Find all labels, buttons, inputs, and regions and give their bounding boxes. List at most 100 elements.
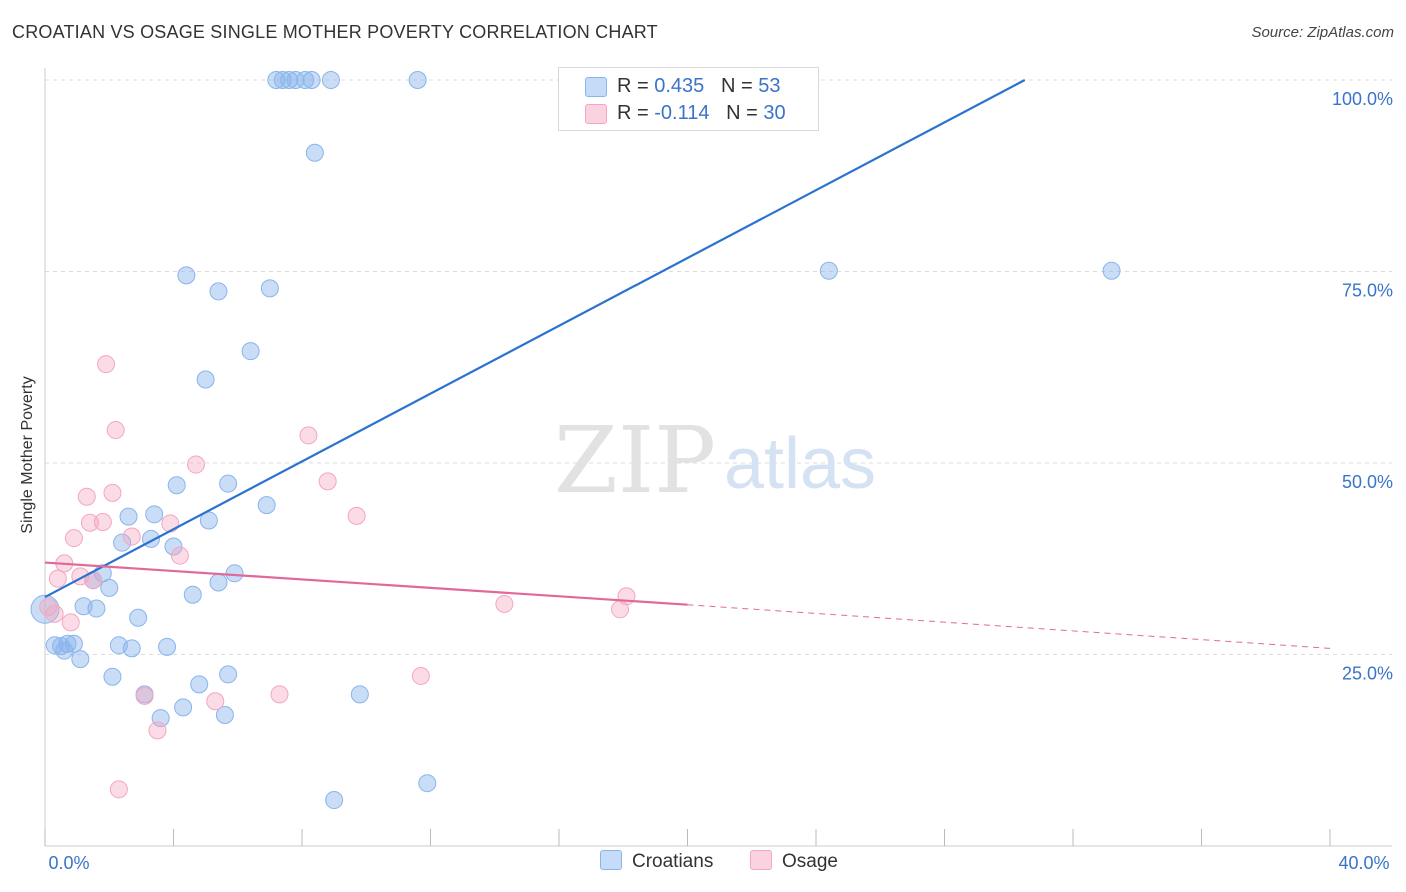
croatians-swatch	[585, 77, 607, 97]
croatians-point	[209, 573, 228, 592]
croatians-point	[183, 585, 202, 604]
croatians-point	[280, 71, 299, 89]
osage-point	[206, 692, 225, 711]
croatians-point	[64, 634, 83, 653]
croatians-point	[260, 279, 279, 298]
croatians-point	[119, 507, 138, 526]
croatians-point	[257, 496, 276, 515]
r-label: R =	[617, 102, 649, 124]
osage-point	[411, 666, 430, 685]
croatians-point	[45, 636, 64, 655]
croatians-point	[158, 637, 177, 656]
osage-point	[61, 613, 80, 632]
x-tick-label: 40.0%	[1338, 853, 1389, 873]
croatians-n-value: 53	[758, 75, 781, 97]
croatians-point	[286, 71, 305, 89]
osage-point	[103, 483, 122, 502]
y-tick-label: 75.0%	[1342, 281, 1393, 301]
croatians-legend-label: Croatians	[632, 851, 714, 872]
osage-point	[122, 527, 141, 546]
croatians-point	[122, 639, 141, 658]
r-label: R =	[617, 75, 649, 97]
croatians-legend-swatch	[600, 850, 622, 870]
n-label: N =	[720, 75, 753, 97]
croatians-point	[819, 261, 838, 280]
osage-swatch	[585, 104, 607, 124]
osage-point	[270, 685, 289, 704]
osage-point	[135, 686, 154, 705]
osage-legend-label: Osage	[782, 851, 838, 872]
osage-point	[93, 512, 112, 531]
croatians-point	[167, 476, 186, 495]
legend-item-osage: Osage	[750, 850, 838, 873]
croatians-point	[100, 578, 119, 597]
croatians-point	[215, 706, 234, 725]
croatians-point	[241, 342, 260, 361]
osage-point	[617, 587, 636, 606]
croatians-point	[145, 505, 164, 524]
osage-point	[318, 472, 337, 491]
osage-point	[64, 529, 83, 548]
croatians-point	[225, 564, 244, 583]
croatians-point	[87, 599, 106, 618]
osage-point	[186, 455, 205, 474]
croatians-trend-line	[44, 79, 1026, 599]
stats-legend: R = 0.435 N = 53 R = -0.114 N = 30	[558, 67, 819, 131]
osage-point	[148, 721, 167, 740]
osage-legend-swatch	[750, 850, 772, 870]
croatians-r-value: 0.435	[654, 75, 705, 97]
croatians-point	[177, 266, 196, 285]
croatians-point	[273, 71, 292, 89]
croatians-point	[164, 537, 183, 556]
croatians-point	[418, 774, 437, 793]
osage-trend-line	[44, 561, 688, 606]
osage-n-value: 30	[763, 102, 786, 124]
croatians-point	[103, 667, 122, 686]
osage-point	[106, 421, 125, 440]
watermark-zip: ZIP	[554, 407, 716, 514]
osage-point	[495, 594, 514, 613]
croatians-point	[219, 474, 238, 493]
croatians-point	[296, 71, 315, 89]
croatians-point	[1102, 261, 1121, 280]
n-label: N =	[726, 102, 758, 124]
trend-layer	[44, 79, 1331, 649]
series-osage	[39, 355, 636, 799]
osage-point	[347, 506, 366, 525]
croatians-point	[209, 282, 228, 301]
croatians-point	[199, 511, 218, 530]
chart-title: CROATIAN VS OSAGE SINGLE MOTHER POVERTY …	[12, 22, 658, 42]
croatians-point	[55, 641, 74, 660]
croatians-point	[267, 71, 286, 89]
croatians-point	[30, 594, 60, 624]
croatians-point	[321, 71, 340, 89]
osage-point	[80, 513, 99, 532]
croatians-point	[350, 685, 369, 704]
croatians-point	[219, 665, 238, 684]
axes-layer	[44, 68, 1392, 847]
grid-layer	[45, 79, 1392, 655]
y-tick-label: 25.0%	[1342, 664, 1393, 684]
watermark-atlas: atlas	[724, 424, 876, 504]
osage-point	[45, 604, 64, 623]
osage-point	[77, 487, 96, 506]
croatians-point	[129, 608, 148, 627]
osage-point	[109, 780, 128, 799]
osage-point	[161, 514, 180, 533]
source-label: Source: ZipAtlas.com	[1251, 24, 1394, 41]
osage-trend-extension	[687, 604, 1331, 649]
croatians-point	[71, 650, 90, 669]
croatians-point	[174, 698, 193, 717]
croatians-point	[113, 533, 132, 552]
tick-label-layer: 25.0% 50.0% 75.0% 100.0% 0.0% 40.0%	[48, 89, 1393, 873]
croatians-point	[302, 71, 321, 89]
croatians-point	[196, 370, 215, 389]
croatians-point	[408, 71, 427, 89]
x-tick-label: 0.0%	[48, 853, 89, 873]
osage-point	[299, 426, 318, 445]
y-tick-label: 100.0%	[1332, 89, 1393, 109]
croatians-point	[325, 791, 344, 810]
series-croatians	[30, 71, 1121, 810]
croatians-point	[190, 675, 209, 694]
